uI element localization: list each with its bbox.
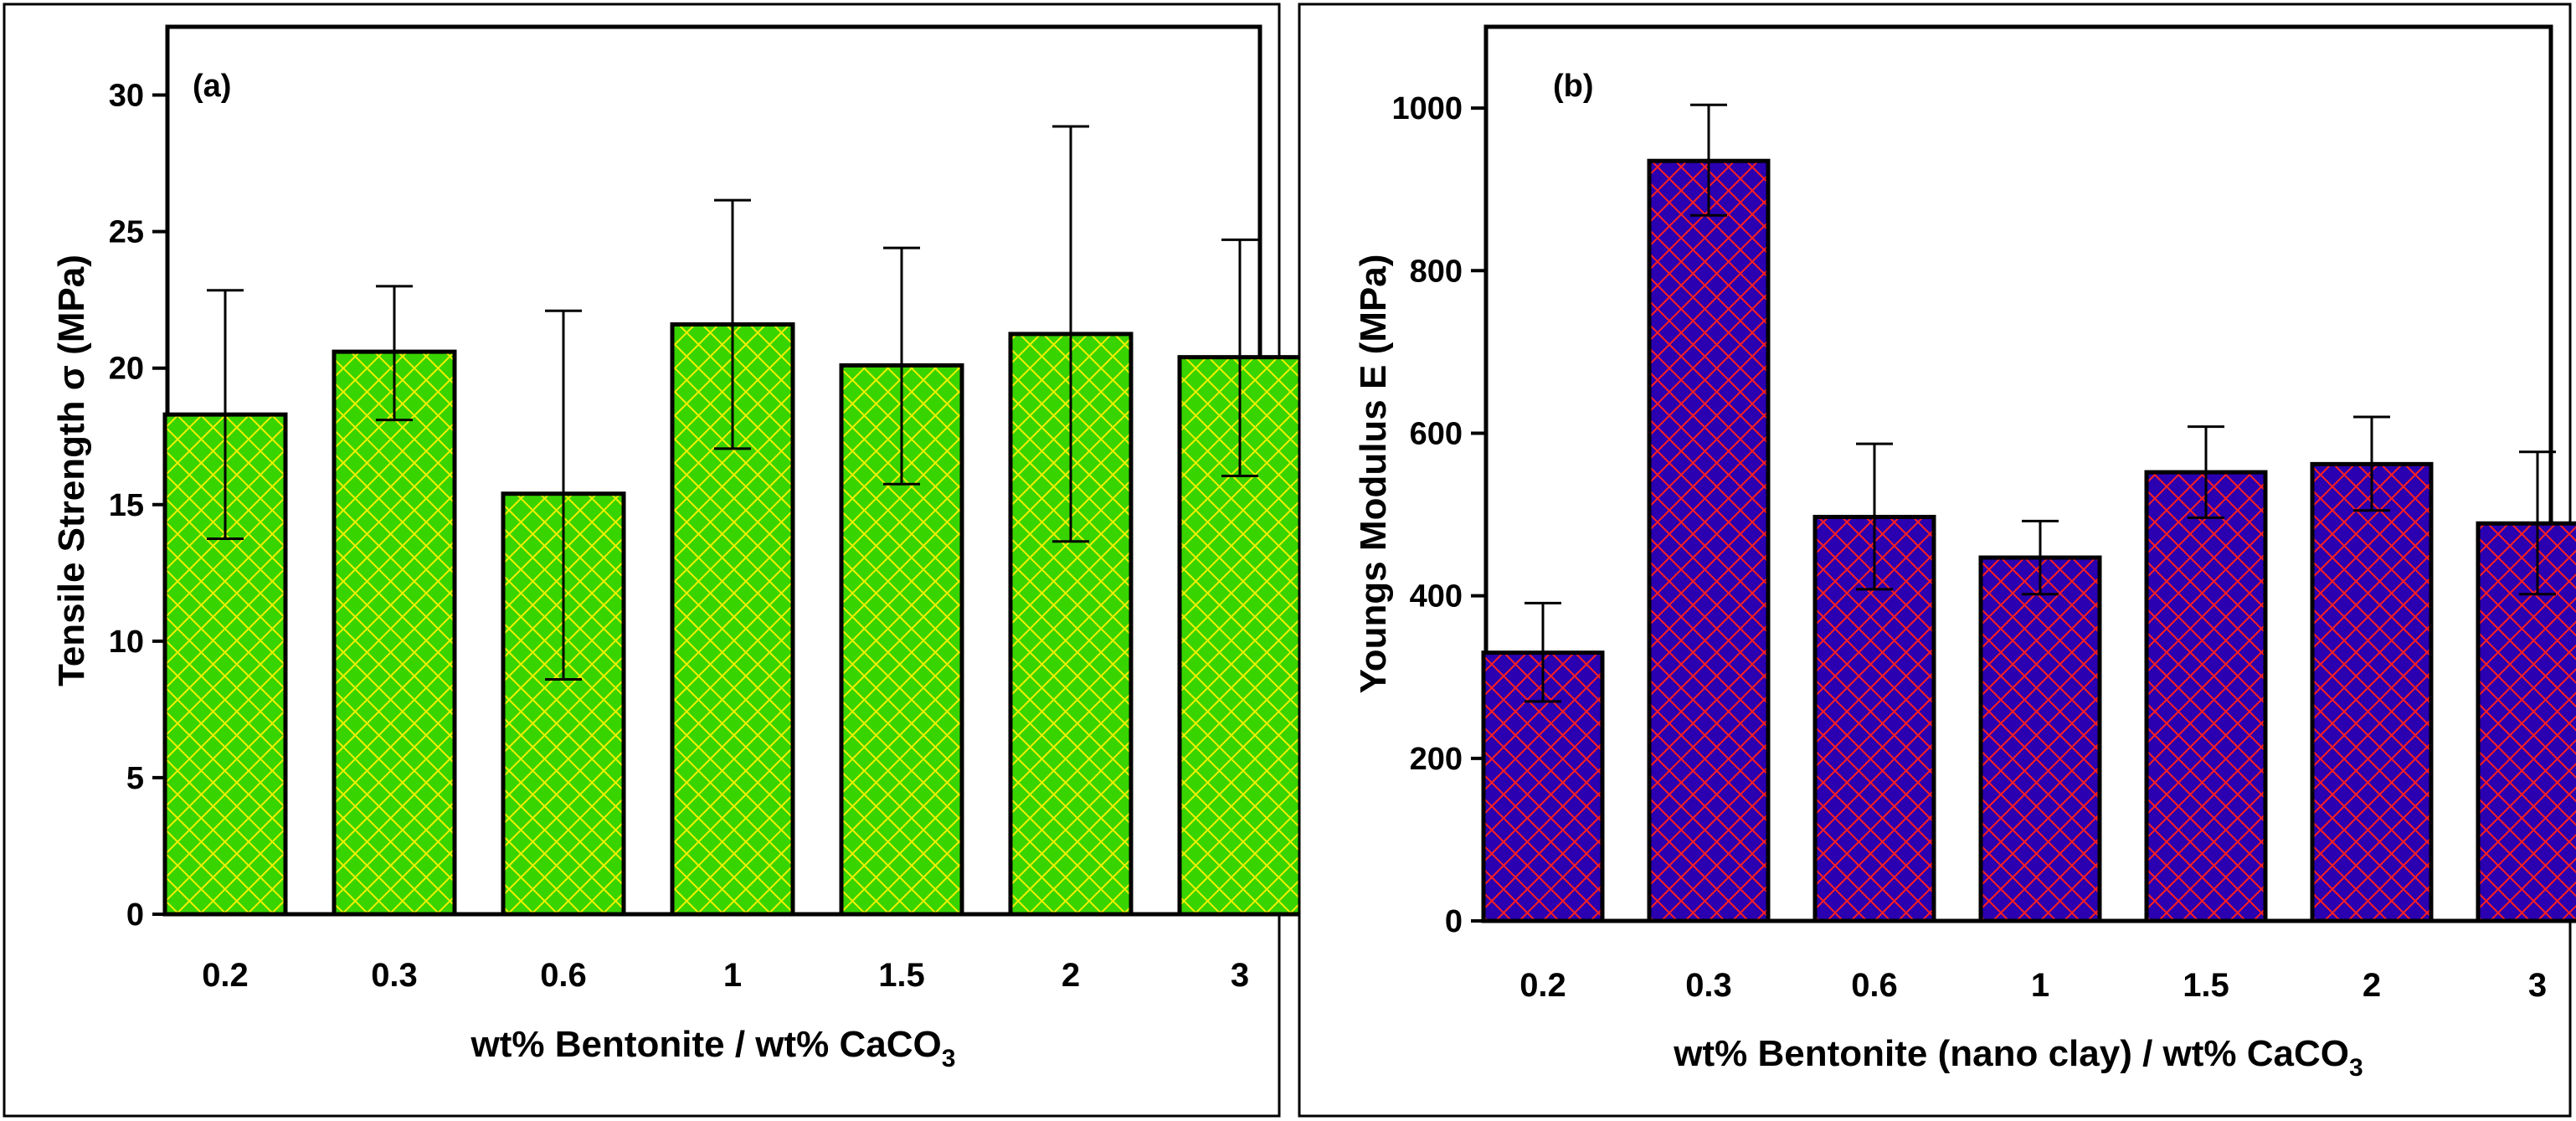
error-bar-a-1_5 (883, 246, 920, 486)
x-tick-label-a: 0.3 (371, 957, 418, 994)
x-axis-label-b: wt% Bentonite (nano clay) / wt% CaCO3 (1673, 1033, 2363, 1082)
y-axis-label-b: Youngs Modulus E (MPa) (1353, 255, 1394, 694)
panel-b: 0 200 400 600 800 1000 0.2 0.3 0.6 1 1.5 2 3 (b) You… (1298, 3, 2576, 1118)
panel-label-b: (b) (1553, 69, 1594, 104)
y-tick-label-b: 200 (1410, 742, 1463, 777)
x-tick-label-b: 0.6 (1851, 967, 1898, 1004)
y-tick-label-b: 400 (1410, 579, 1463, 614)
y-axis-label-a: Tensile Strength σ (MPa) (51, 255, 92, 686)
x-tick-label-a: 0.6 (540, 957, 587, 994)
x-tick-label-a: 0.2 (202, 957, 249, 994)
error-bar-a-2 (1052, 125, 1089, 543)
x-tick-label-b: 0.2 (1519, 967, 1566, 1004)
y-tick-label-b: 600 (1410, 416, 1463, 451)
error-bar-b-1_5 (2188, 425, 2224, 519)
bar-a-0_3 (332, 349, 457, 917)
x-tick-label-b: 0.3 (1685, 967, 1732, 1004)
x-tick-label-b: 1 (2031, 967, 2049, 1004)
y-tick-label-a: 10 (109, 625, 144, 660)
x-tick-label-b: 3 (2528, 967, 2547, 1004)
error-bar-a-0_6 (545, 309, 582, 681)
x-tick-label-a: 1 (723, 957, 742, 994)
y-tick-label-a: 0 (126, 897, 144, 933)
bar-b-2 (2310, 461, 2434, 923)
bar-b-0_3 (1647, 158, 1771, 923)
error-bar-a-0_2 (207, 289, 244, 541)
y-tick-label-b: 800 (1410, 254, 1463, 289)
y-tick-label-a: 5 (126, 761, 144, 796)
panel-a: 0 5 10 15 20 25 30 0.2 0.3 0.6 1 1.5 2 3 (a) Tensile … (3, 3, 1303, 1118)
x-axis-label-a: wt% Bentonite / wt% CaCO3 (470, 1024, 956, 1072)
error-bar-b-0_6 (1856, 442, 1893, 591)
y-tick-label-b: 1000 (1391, 91, 1463, 126)
y-tick-label-a: 25 (109, 215, 144, 250)
chart-a-marks: 0 5 10 15 20 25 30 0.2 0.3 0.6 1 1.5 2 3 (109, 79, 1303, 994)
error-bar-a-1 (714, 198, 751, 450)
x-tick-label-a: 3 (1231, 957, 1249, 994)
x-tick-label-b: 1.5 (2183, 967, 2229, 1004)
error-bar-b-3 (2519, 450, 2556, 596)
error-bar-b-2 (2353, 415, 2390, 512)
x-tick-label-a: 1.5 (878, 957, 925, 994)
bar-b-1_5 (2144, 470, 2268, 923)
x-tick-label-b: 2 (2363, 967, 2381, 1004)
error-bar-b-1 (2022, 519, 2059, 596)
bar-b-1 (1978, 555, 2102, 923)
y-tick-label-a: 15 (109, 488, 144, 523)
error-bar-a-0_3 (376, 285, 413, 422)
error-bar-a-3 (1221, 238, 1258, 478)
y-tick-label-a: 30 (109, 79, 144, 114)
chart-b-marks: 0 200 400 600 800 1000 0.2 0.3 0.6 1 1.5 2 3 (1391, 91, 2576, 1004)
x-tick-label-a: 2 (1062, 957, 1080, 994)
panel-label-a: (a) (193, 69, 231, 104)
bar-b-3 (2476, 521, 2576, 923)
y-tick-label-b: 0 (1445, 904, 1463, 939)
error-bar-b-0_3 (1690, 103, 1727, 217)
error-bar-b-0_2 (1525, 601, 1561, 703)
y-tick-label-a: 20 (109, 352, 144, 387)
